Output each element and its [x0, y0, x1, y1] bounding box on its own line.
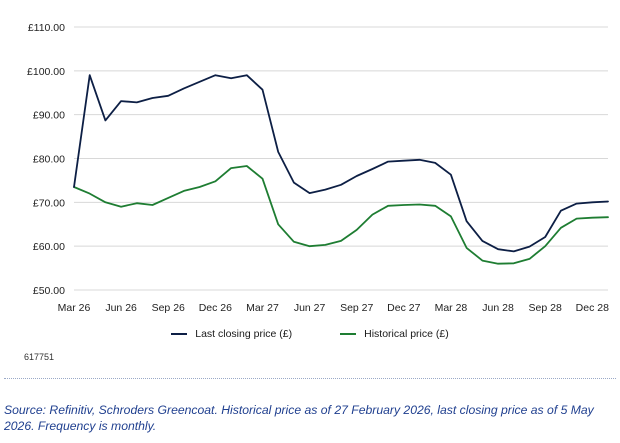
legend-label-last-closing: Last closing price (£)	[195, 328, 293, 340]
legend-item-last-closing: Last closing price (£)	[171, 328, 292, 340]
y-axis-labels: £50.00 £60.00 £70.00 £80.00 £90.00 £100.00 £11…	[27, 22, 65, 297]
y-tick-label: £50.00	[33, 285, 65, 297]
y-tick-label: £90.00	[33, 110, 65, 122]
source-note: Source: Refinitiv, Schroders Greencoat. …	[4, 403, 594, 433]
x-tick-label: Mar 26	[58, 302, 91, 314]
legend-item-historical: Historical price (£)	[340, 328, 449, 340]
legend: Last closing price (£) Historical price …	[0, 328, 620, 340]
legend-label-historical: Historical price (£)	[364, 328, 449, 340]
divider	[4, 378, 616, 379]
gridlines	[74, 26, 608, 291]
x-tick-label: Mar 28	[435, 302, 468, 314]
y-tick-label: £70.00	[33, 197, 65, 209]
x-tick-label: Jun 27	[294, 302, 326, 314]
series-line-historical	[73, 165, 609, 265]
x-tick-label: Sep 27	[340, 302, 373, 314]
series-line-last-closing	[73, 74, 609, 253]
y-tick-label: £110.00	[28, 22, 65, 34]
x-tick-label: Dec 27	[387, 302, 420, 314]
series-lines	[73, 74, 609, 265]
legend-swatch-historical	[340, 333, 357, 335]
x-tick-label: Jun 28	[482, 302, 514, 314]
x-tick-label: Sep 28	[529, 302, 562, 314]
legend-swatch-last-closing	[171, 333, 188, 335]
x-tick-label: Jun 26	[105, 302, 137, 314]
x-tick-label: Dec 28	[576, 302, 609, 314]
y-tick-label: £80.00	[33, 154, 65, 166]
y-tick-label: £100.00	[27, 66, 65, 78]
x-tick-label: Mar 27	[246, 302, 279, 314]
line-chart: £50.00 £60.00 £70.00 £80.00 £90.00 £100.00 £11…	[27, 22, 609, 314]
chart-id: 617751	[24, 352, 55, 362]
x-tick-label: Dec 26	[199, 302, 232, 314]
x-axis-labels: Mar 26 Jun 26 Sep 26 Dec 26 Mar 27 Jun 27 Sep …	[58, 302, 609, 314]
y-tick-label: £60.00	[33, 241, 65, 253]
x-tick-label: Sep 26	[152, 302, 185, 314]
